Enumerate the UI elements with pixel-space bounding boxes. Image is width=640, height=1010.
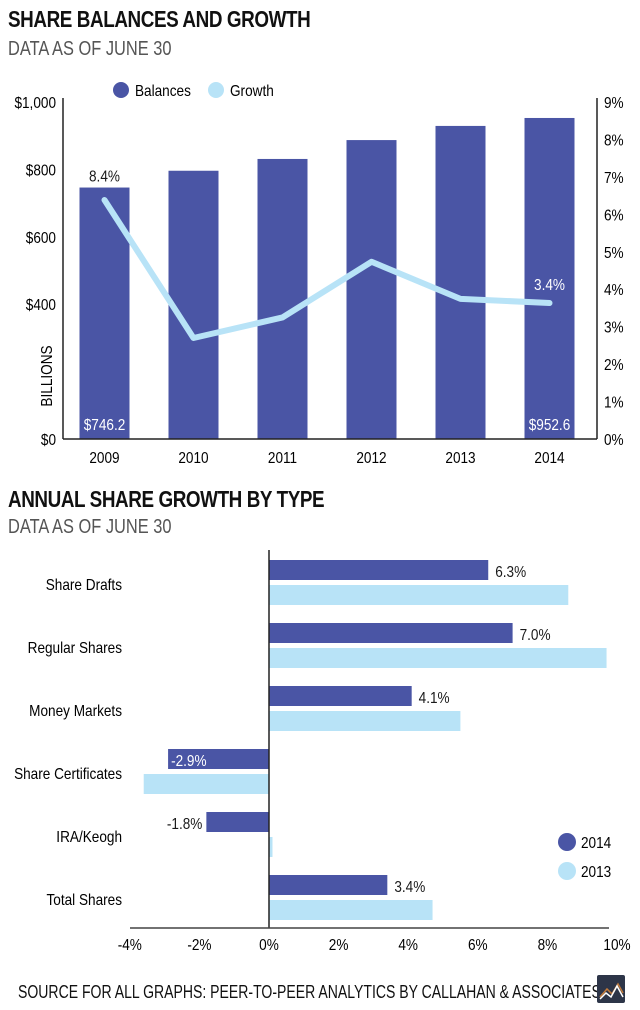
source-footnote: SOURCE FOR ALL GRAPHS: PEER-TO-PEER ANAL… bbox=[18, 982, 601, 1002]
bar-2013-share-certificates bbox=[143, 774, 269, 794]
right-tick-label: 7% bbox=[604, 170, 624, 187]
chart1-title: SHARE BALANCES AND GROWTH bbox=[8, 6, 311, 32]
data-label: $746.2 bbox=[84, 417, 126, 434]
value-label: 3.4% bbox=[394, 879, 425, 896]
x-tick-label: 2014 bbox=[534, 450, 564, 467]
left-tick-label: $400 bbox=[26, 297, 56, 314]
x-tick-label: 10% bbox=[603, 937, 630, 954]
legend-swatch-2013 bbox=[558, 862, 576, 880]
balance-bar-2013 bbox=[435, 125, 486, 439]
legend-swatch-growth bbox=[208, 82, 224, 98]
x-tick-label: 2% bbox=[329, 937, 349, 954]
category-label: Total Shares bbox=[46, 892, 122, 909]
balance-bar-2012 bbox=[346, 140, 397, 439]
legend-label-balances: Balances bbox=[135, 83, 191, 100]
balance-bar-2011 bbox=[257, 158, 308, 439]
bar-2014-share-drafts bbox=[269, 560, 489, 580]
legend-label-growth: Growth bbox=[230, 83, 274, 100]
category-label: Share Certificates bbox=[14, 766, 122, 783]
x-tick-label: 8% bbox=[538, 937, 558, 954]
value-label: -2.9% bbox=[171, 753, 206, 770]
value-label: 6.3% bbox=[495, 564, 526, 581]
left-tick-label: $800 bbox=[26, 162, 56, 179]
x-tick-label: 2010 bbox=[178, 450, 208, 467]
legend-swatch-2014 bbox=[558, 833, 576, 851]
right-tick-label: 6% bbox=[604, 207, 624, 224]
right-tick-label: 9% bbox=[604, 95, 624, 112]
category-label: Regular Shares bbox=[28, 640, 122, 657]
bar-2013-share-drafts bbox=[269, 585, 569, 605]
left-tick-label: $600 bbox=[26, 230, 56, 247]
legend-label-2013: 2013 bbox=[581, 864, 611, 881]
bar-2014-share-certificates bbox=[168, 749, 269, 769]
legend-label-2014: 2014 bbox=[581, 835, 611, 852]
bar-2013-money-markets bbox=[269, 711, 461, 731]
data-label: 8.4% bbox=[89, 169, 120, 186]
right-tick-label: 5% bbox=[604, 245, 624, 262]
x-tick-label: 6% bbox=[468, 937, 488, 954]
x-tick-label: 2011 bbox=[268, 450, 297, 467]
bar-2013-total-shares bbox=[269, 900, 433, 920]
value-label: 4.1% bbox=[419, 690, 450, 707]
value-label: 7.0% bbox=[520, 627, 551, 644]
category-label: Money Markets bbox=[29, 703, 122, 720]
left-tick-label: $1,000 bbox=[14, 95, 56, 112]
bar-2013-regular-shares bbox=[269, 648, 607, 668]
left-tick-label: $0 bbox=[41, 432, 56, 449]
legend-swatch-balances bbox=[113, 82, 129, 98]
chart1-subtitle: DATA AS OF JUNE 30 bbox=[8, 38, 172, 60]
x-tick-label: 4% bbox=[398, 937, 418, 954]
x-tick-label: -2% bbox=[187, 937, 211, 954]
x-tick-label: 0% bbox=[259, 937, 279, 954]
value-label: -1.8% bbox=[167, 816, 202, 833]
x-tick-label: -4% bbox=[118, 937, 142, 954]
right-tick-label: 3% bbox=[604, 320, 624, 337]
right-tick-label: 0% bbox=[604, 432, 624, 449]
bar-2014-ira-keogh bbox=[206, 812, 269, 832]
x-tick-label: 2013 bbox=[445, 450, 475, 467]
balance-bar-2010 bbox=[168, 170, 219, 440]
right-tick-label: 1% bbox=[604, 395, 624, 412]
balance-bar-2014 bbox=[524, 117, 575, 439]
data-label: $952.6 bbox=[529, 417, 571, 434]
right-tick-label: 4% bbox=[604, 282, 624, 299]
bar-2014-total-shares bbox=[269, 875, 388, 895]
callahan-logo-icon bbox=[597, 975, 625, 1003]
growth-line bbox=[101, 197, 553, 341]
data-label: 3.4% bbox=[534, 277, 565, 294]
share-growth-by-type-chart: -4% -2% 0% 2% 4% 6% 8% 10% Share Drafts 6.3% Regu… bbox=[14, 550, 631, 954]
y-axis-label: BILLIONS bbox=[39, 345, 56, 406]
right-tick-label: 8% bbox=[604, 133, 624, 150]
x-tick-label: 2012 bbox=[356, 450, 386, 467]
bar-2014-regular-shares bbox=[269, 623, 513, 643]
right-tick-label: 2% bbox=[604, 357, 624, 374]
category-label: IRA/Keogh bbox=[56, 829, 122, 846]
bar-2013-ira-keogh bbox=[269, 837, 273, 857]
balances-growth-chart: $0 $400 $600 $800 $1,000 0% 1% 2% 3% 4% 5% 6% 7% 8% 9%… bbox=[14, 82, 624, 467]
x-tick-label: 2009 bbox=[89, 450, 119, 467]
bar-2014-money-markets bbox=[269, 686, 412, 706]
chart2-title: ANNUAL SHARE GROWTH BY TYPE bbox=[8, 486, 325, 512]
category-label: Share Drafts bbox=[46, 577, 122, 594]
chart2-subtitle: DATA AS OF JUNE 30 bbox=[8, 516, 172, 538]
